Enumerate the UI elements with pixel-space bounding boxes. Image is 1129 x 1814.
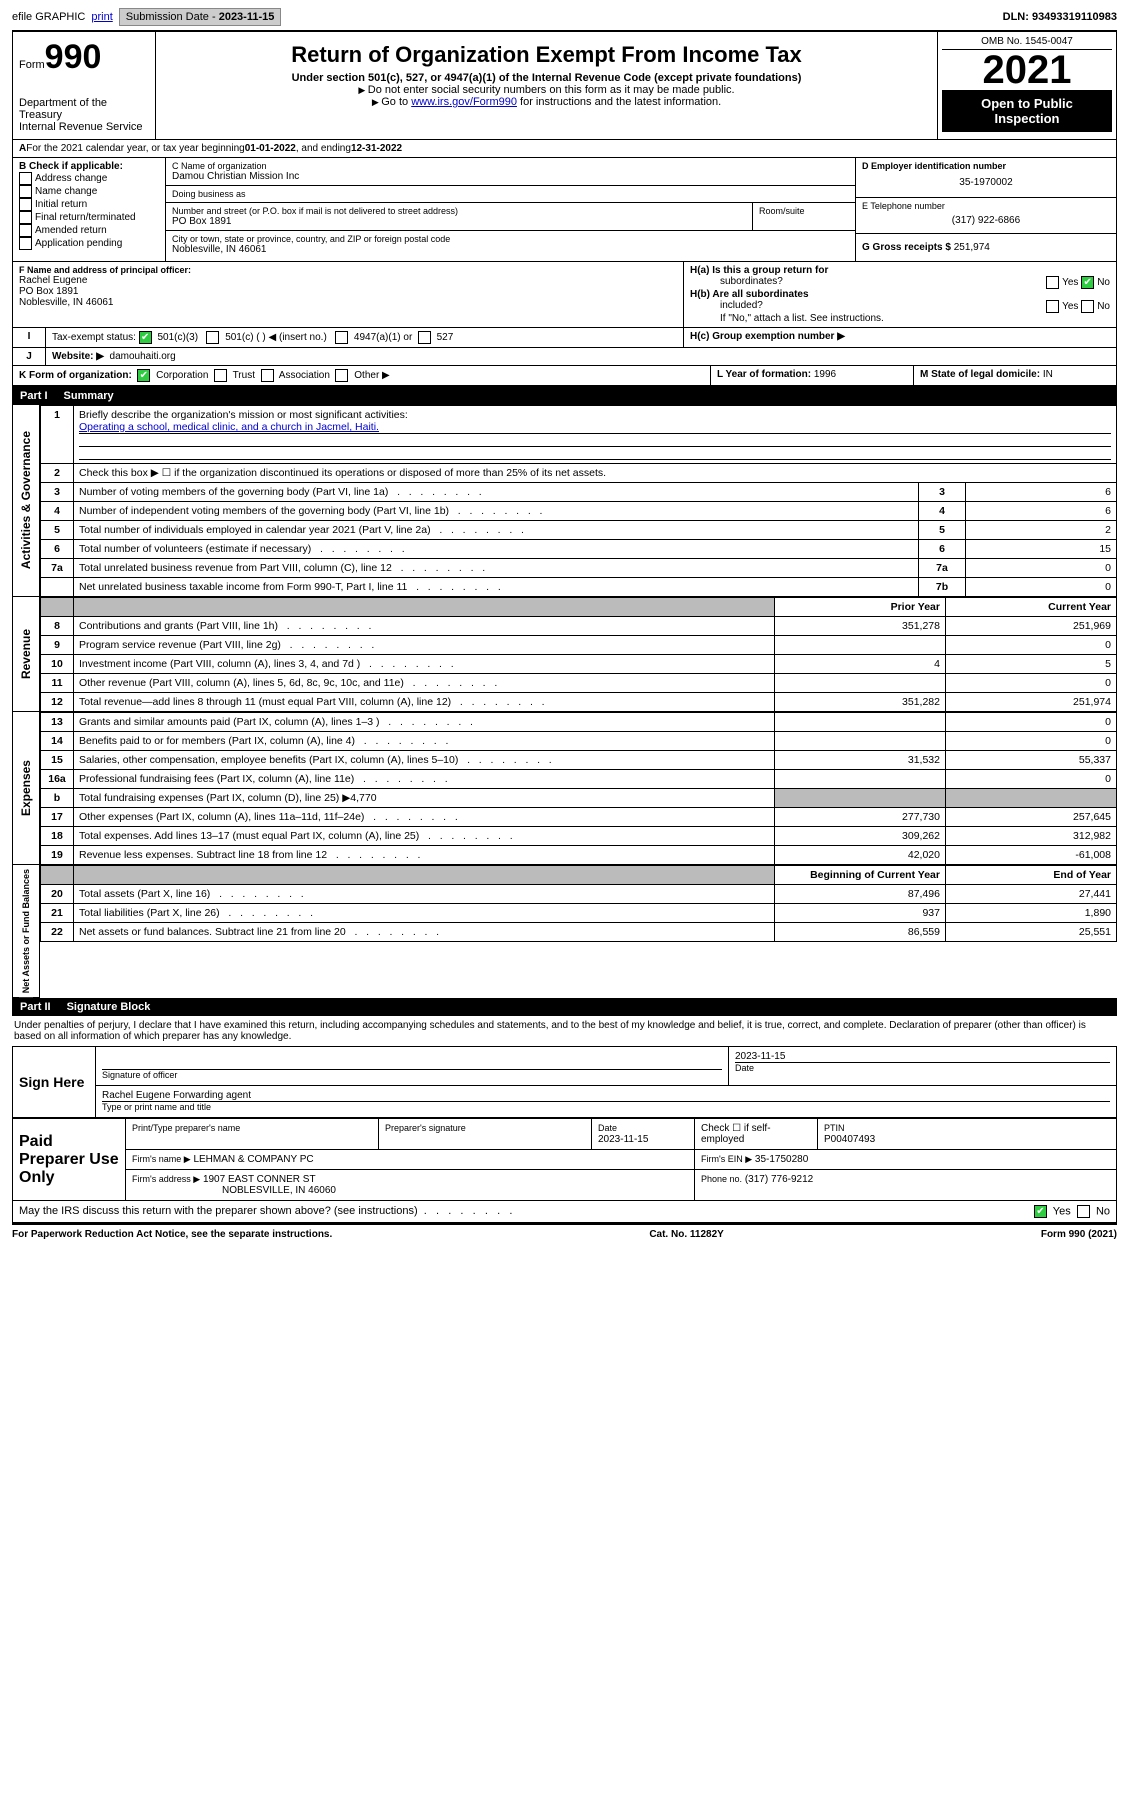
street-value: PO Box 1891 xyxy=(172,216,746,227)
gross-label: G Gross receipts $ xyxy=(862,242,951,253)
form-prefix: Form xyxy=(19,59,45,71)
submission-date: Submission Date - 2023-11-15 xyxy=(119,8,282,26)
table-row: Net unrelated business taxable income fr… xyxy=(41,578,1117,597)
section-h: H(a) Is this a group return for subordin… xyxy=(684,262,1116,327)
state-domicile: M State of legal domicile: IN xyxy=(914,366,1116,385)
c-name-label: C Name of organization xyxy=(172,161,849,171)
city-value: Noblesville, IN 46061 xyxy=(172,244,849,255)
gross-value: 251,974 xyxy=(954,242,990,253)
table-row: 9Program service revenue (Part VIII, lin… xyxy=(41,636,1117,655)
side-governance: Activities & Governance xyxy=(17,427,35,573)
room-label: Room/suite xyxy=(752,203,855,230)
officer-street: PO Box 1891 xyxy=(19,286,677,297)
signature-table: Sign Here Signature of officer 2023-11-1… xyxy=(12,1046,1117,1118)
side-expenses: Expenses xyxy=(17,756,35,820)
efile-label: efile GRAPHIC xyxy=(12,11,85,23)
side-net: Net Assets or Fund Balances xyxy=(19,865,33,997)
table-row: 17Other expenses (Part IX, column (A), l… xyxy=(41,808,1117,827)
table-row: 8Contributions and grants (Part VIII, li… xyxy=(41,617,1117,636)
table-row: 21Total liabilities (Part X, line 26) 93… xyxy=(41,904,1117,923)
summary-top-table: 1 Briefly describe the organization's mi… xyxy=(40,405,1117,597)
form-of-org: K Form of organization: ✔ Corporation Tr… xyxy=(13,366,711,385)
table-row: 4Number of independent voting members of… xyxy=(41,502,1117,521)
side-revenue: Revenue xyxy=(17,625,35,683)
street-label: Number and street (or P.O. box if mail i… xyxy=(172,206,746,216)
mission-text[interactable]: Operating a school, medical clinic, and … xyxy=(79,421,379,433)
subtitle-2: Do not enter social security numbers on … xyxy=(166,84,927,96)
checkbox-address-change[interactable]: Address change xyxy=(19,172,159,185)
net-assets-table: Beginning of Current YearEnd of Year 20T… xyxy=(40,865,1117,942)
table-row: 6Total number of volunteers (estimate if… xyxy=(41,540,1117,559)
line-i-label: I xyxy=(13,328,46,347)
open-inspection: Open to PublicInspection xyxy=(942,90,1112,132)
table-row: 13Grants and similar amounts paid (Part … xyxy=(41,713,1117,732)
print-link[interactable]: print xyxy=(91,11,112,23)
footer: For Paperwork Reduction Act Notice, see … xyxy=(12,1223,1117,1244)
table-row: 22Net assets or fund balances. Subtract … xyxy=(41,923,1117,942)
table-row: 20Total assets (Part X, line 16) 87,4962… xyxy=(41,885,1117,904)
revenue-table: Prior YearCurrent Year 8Contributions an… xyxy=(40,597,1117,712)
tax-year: 2021 xyxy=(942,50,1112,90)
phone-label: E Telephone number xyxy=(862,201,1110,211)
table-row: 7aTotal unrelated business revenue from … xyxy=(41,559,1117,578)
checkbox-application-pending[interactable]: Application pending xyxy=(19,237,159,250)
sign-here-label: Sign Here xyxy=(13,1047,96,1118)
checkbox-initial-return[interactable]: Initial return xyxy=(19,198,159,211)
subtitle-3: Go to www.irs.gov/Form990 for instructio… xyxy=(166,96,927,108)
ein-label: D Employer identification number xyxy=(862,161,1110,171)
f-label: F Name and address of principal officer: xyxy=(19,265,677,275)
perjury-declaration: Under penalties of perjury, I declare th… xyxy=(12,1016,1117,1046)
ein-value: 35-1970002 xyxy=(862,171,1110,194)
table-row: bTotal fundraising expenses (Part IX, co… xyxy=(41,789,1117,808)
form-number: 990 xyxy=(45,38,102,76)
top-bar: efile GRAPHIC print Submission Date - 20… xyxy=(12,8,1117,31)
tax-exempt-status: Tax-exempt status: ✔ 501(c)(3) 501(c) ( … xyxy=(46,328,684,347)
table-row: 10Investment income (Part VIII, column (… xyxy=(41,655,1117,674)
phone-value: (317) 922-6866 xyxy=(862,211,1110,230)
officer-city: Noblesville, IN 46061 xyxy=(19,297,677,308)
table-row: 18Total expenses. Add lines 13–17 (must … xyxy=(41,827,1117,846)
paid-preparer-label: Paid Preparer Use Only xyxy=(13,1119,126,1201)
part-1-header: Part ISummary xyxy=(12,387,1117,405)
form-title: Return of Organization Exempt From Incom… xyxy=(166,42,927,68)
checkbox-final-return-terminated[interactable]: Final return/terminated xyxy=(19,211,159,224)
table-row: 5Total number of individuals employed in… xyxy=(41,521,1117,540)
table-row: 3Number of voting members of the governi… xyxy=(41,483,1117,502)
year-formation: L Year of formation: 1996 xyxy=(711,366,914,385)
org-name: Damou Christian Mission Inc xyxy=(172,171,849,182)
section-b: B Check if applicable: Address changeNam… xyxy=(13,158,166,261)
dept-label: Department of the TreasuryInternal Reven… xyxy=(19,97,149,133)
checkbox-name-change[interactable]: Name change xyxy=(19,185,159,198)
line-j-label: J xyxy=(13,348,46,365)
table-row: 11Other revenue (Part VIII, column (A), … xyxy=(41,674,1117,693)
line-a: A For the 2021 calendar year, or tax yea… xyxy=(12,140,1117,158)
part-2-header: Part IISignature Block xyxy=(12,998,1117,1016)
dln: DLN: 93493319110983 xyxy=(1003,11,1117,23)
city-label: City or town, state or province, country… xyxy=(172,234,849,244)
discuss-row: May the IRS discuss this return with the… xyxy=(12,1201,1117,1223)
table-row: 15Salaries, other compensation, employee… xyxy=(41,751,1117,770)
irs-link[interactable]: www.irs.gov/Form990 xyxy=(411,96,517,108)
preparer-table: Paid Preparer Use Only Print/Type prepar… xyxy=(12,1118,1117,1201)
table-row: 12Total revenue—add lines 8 through 11 (… xyxy=(41,693,1117,712)
table-row: 16aProfessional fundraising fees (Part I… xyxy=(41,770,1117,789)
checkbox-amended-return[interactable]: Amended return xyxy=(19,224,159,237)
officer-name: Rachel Eugene xyxy=(19,275,677,286)
table-row: 14Benefits paid to or for members (Part … xyxy=(41,732,1117,751)
dba-label: Doing business as xyxy=(172,189,849,199)
website: Website: ▶ damouhaiti.org xyxy=(46,348,1116,365)
form-header: Form990 Department of the TreasuryIntern… xyxy=(12,31,1117,140)
expenses-table: 13Grants and similar amounts paid (Part … xyxy=(40,712,1117,865)
h-c: H(c) Group exemption number ▶ xyxy=(684,328,1116,347)
table-row: 19Revenue less expenses. Subtract line 1… xyxy=(41,846,1117,865)
subtitle-1: Under section 501(c), 527, or 4947(a)(1)… xyxy=(166,72,927,84)
